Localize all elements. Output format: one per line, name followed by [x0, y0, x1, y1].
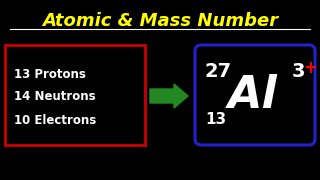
- Text: Al: Al: [228, 73, 278, 116]
- Text: 3: 3: [292, 62, 306, 81]
- Text: +: +: [303, 59, 317, 77]
- FancyBboxPatch shape: [5, 45, 145, 145]
- Text: Atomic & Mass Number: Atomic & Mass Number: [42, 12, 278, 30]
- Text: 13 Protons: 13 Protons: [14, 69, 86, 82]
- FancyArrow shape: [150, 84, 188, 108]
- Text: 14 Neutrons: 14 Neutrons: [14, 91, 96, 104]
- Text: 13: 13: [205, 112, 226, 127]
- Text: 27: 27: [205, 62, 232, 81]
- Text: 10 Electrons: 10 Electrons: [14, 114, 96, 127]
- FancyBboxPatch shape: [195, 45, 315, 145]
